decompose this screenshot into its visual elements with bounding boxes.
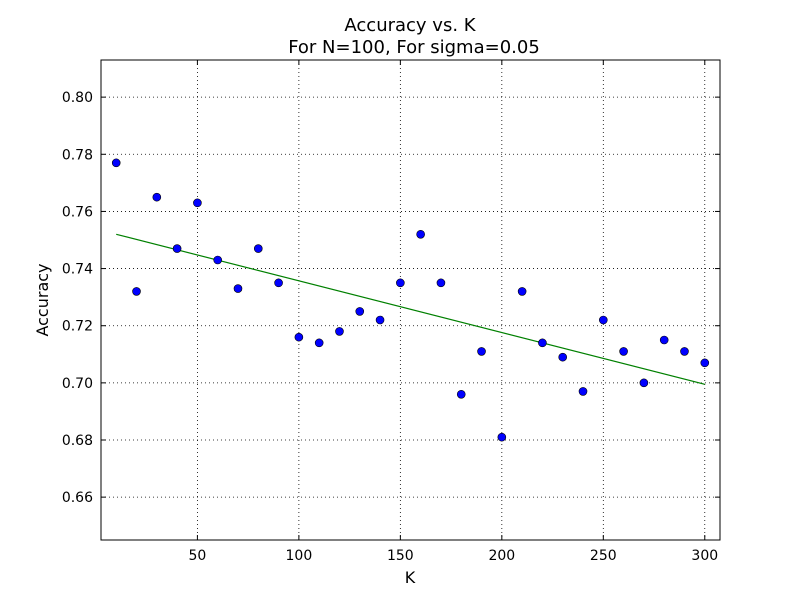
data-point-6: [233, 284, 243, 293]
plot-area: 50 100 150 200 250 300 0.66 0.68 0.70 0.72 0.74 0.7…: [62, 59, 721, 564]
x-tick-label-4: 250: [590, 548, 617, 564]
data-point-24: [599, 315, 608, 325]
data-point-13: [375, 315, 385, 325]
y-tick-label-3: 0.72: [62, 319, 93, 335]
x-tick-label-0: 50: [188, 548, 206, 564]
data-point-11: [335, 327, 344, 336]
data-point-29: [700, 358, 710, 368]
plot-frame: [100, 59, 721, 541]
y-tick-label-4: 0.74: [62, 262, 93, 278]
data-point-7: [253, 244, 263, 253]
y-tick-label-0: 0.66: [62, 490, 93, 506]
data-point-22: [558, 352, 568, 362]
data-point-14: [396, 278, 405, 288]
data-point-1: [132, 287, 141, 296]
y-tick-label-1: 0.68: [62, 433, 93, 449]
chart-title: Accuracy vs. K: [344, 15, 476, 36]
data-point-27: [659, 335, 669, 345]
y-tick-label-7: 0.80: [62, 90, 93, 106]
data-point-21: [538, 338, 547, 348]
data-point-20: [517, 287, 527, 296]
data-point-3: [172, 244, 182, 253]
data-point-19: [497, 432, 507, 442]
fit-line: [116, 233, 705, 385]
data-point-5: [213, 255, 222, 265]
data-point-8: [274, 278, 283, 288]
x-axis-label: K: [405, 568, 416, 587]
x-tick-label-5: 300: [691, 548, 718, 564]
x-tick-label-2: 150: [387, 548, 414, 564]
data-point-12: [355, 307, 365, 316]
data-point-23: [578, 387, 588, 396]
data-point-2: [152, 192, 162, 202]
x-tick-label-1: 100: [286, 548, 313, 564]
y-tick-label-5: 0.76: [62, 204, 93, 220]
data-point-4: [193, 198, 202, 208]
data-point-9: [294, 332, 304, 342]
data-point-17: [456, 389, 466, 399]
data-point-10: [314, 338, 324, 348]
data-point-18: [477, 347, 486, 356]
y-tick-label-2: 0.70: [62, 376, 93, 392]
data-point-16: [436, 278, 446, 288]
chart-subtitle: For N=100, For sigma=0.05: [288, 37, 540, 58]
data-point-26: [639, 378, 649, 388]
y-axis-label: Accuracy: [33, 263, 52, 336]
x-tick-label-3: 200: [488, 548, 515, 564]
y-tick-label-6: 0.78: [62, 147, 93, 163]
data-point-0: [111, 158, 121, 168]
data-point-15: [416, 229, 425, 239]
data-point-25: [619, 347, 628, 356]
data-point-28: [680, 347, 689, 356]
